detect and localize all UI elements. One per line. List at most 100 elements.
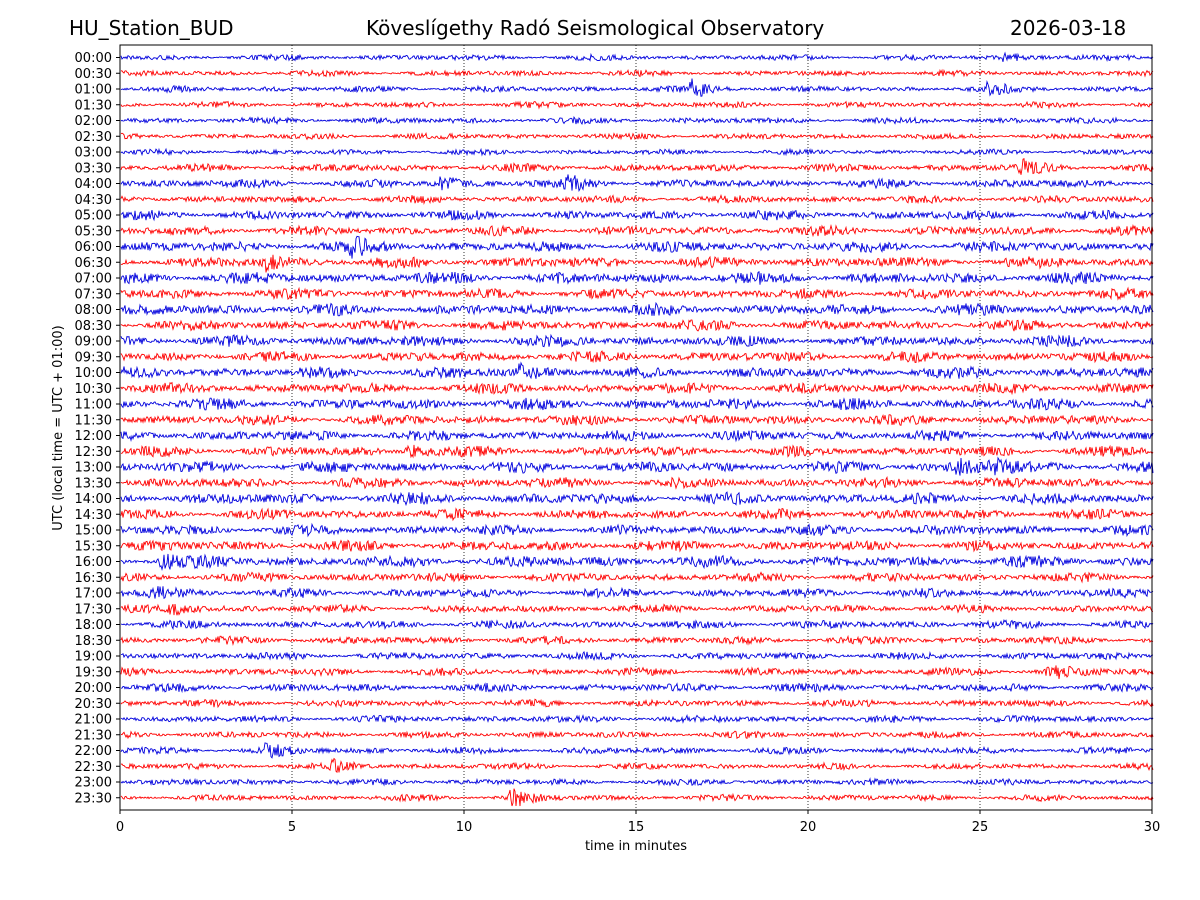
y-tick-label: 18:00 [75, 618, 112, 633]
trace-line [120, 698, 1154, 709]
trace-line [120, 68, 1154, 78]
y-tick-label: 16:00 [75, 555, 112, 570]
trace-line [120, 553, 1154, 572]
x-tick-label: 20 [800, 820, 817, 835]
trace-line [120, 333, 1154, 348]
trace-line [120, 413, 1154, 427]
y-tick-label: 19:30 [75, 665, 112, 680]
y-tick-label: 23:30 [75, 791, 112, 806]
trace-line [120, 254, 1154, 273]
y-axis-ticks: 00:0000:3001:0001:3002:0002:3003:0003:30… [75, 51, 120, 806]
trace-line [120, 650, 1154, 662]
x-tick-label: 15 [628, 820, 645, 835]
y-tick-label: 15:30 [75, 539, 112, 554]
y-tick-label: 16:30 [75, 571, 112, 586]
x-tick-label: 30 [1144, 820, 1161, 835]
y-tick-label: 22:30 [75, 760, 112, 775]
y-tick-label: 08:30 [75, 319, 112, 334]
trace-line [120, 381, 1154, 396]
trace-line [120, 476, 1154, 490]
y-tick-label: 04:00 [75, 177, 112, 192]
y-tick-label: 07:00 [75, 272, 112, 287]
trace-line [120, 100, 1154, 110]
trace-line [120, 491, 1154, 507]
chart-title: Köveslígethy Radó Seismological Observat… [366, 16, 825, 40]
seismogram-traces [120, 51, 1154, 807]
trace-line [120, 507, 1154, 522]
trace-line [120, 456, 1154, 476]
y-tick-label: 10:00 [75, 366, 112, 381]
y-tick-label: 14:30 [75, 508, 112, 523]
y-tick-label: 02:30 [75, 130, 112, 145]
station-name: HU_Station_BUD [69, 16, 234, 40]
y-tick-label: 17:00 [75, 587, 112, 602]
y-tick-label: 14:00 [75, 492, 112, 507]
trace-line [120, 350, 1154, 364]
trace-line [120, 539, 1154, 553]
y-tick-label: 12:00 [75, 429, 112, 444]
trace-line [120, 571, 1154, 584]
trace-line [120, 51, 1154, 62]
y-tick-label: 20:00 [75, 681, 112, 696]
y-tick-label: 11:30 [75, 413, 112, 428]
y-tick-label: 05:00 [75, 209, 112, 224]
y-tick-label: 23:00 [75, 776, 112, 791]
trace-line [120, 603, 1154, 616]
x-tick-label: 10 [456, 820, 473, 835]
y-tick-label: 09:00 [75, 335, 112, 350]
trace-line [120, 286, 1154, 301]
trace-line [120, 757, 1154, 774]
y-tick-label: 02:00 [75, 114, 112, 129]
trace-line [120, 665, 1154, 679]
trace-line [120, 78, 1154, 97]
trace-line [120, 522, 1154, 538]
trace-line [120, 714, 1154, 724]
trace-line [120, 158, 1154, 175]
trace-line [120, 131, 1154, 141]
x-tick-label: 25 [972, 820, 989, 835]
trace-line [120, 223, 1154, 238]
y-tick-label: 11:00 [75, 398, 112, 413]
trace-line [120, 586, 1154, 600]
y-tick-label: 06:00 [75, 240, 112, 255]
trace-line [120, 318, 1154, 332]
y-tick-label: 06:30 [75, 256, 112, 271]
x-axis-label: time in minutes [585, 839, 687, 854]
y-tick-label: 20:30 [75, 697, 112, 712]
y-tick-label: 01:30 [75, 98, 112, 113]
x-axis-ticks: 0 5 10 15 20 25 30 [116, 810, 1160, 835]
y-tick-label: 04:30 [75, 193, 112, 208]
trace-line [120, 270, 1154, 285]
trace-line [120, 235, 1154, 259]
trace-line [120, 429, 1154, 443]
trace-line [120, 682, 1154, 694]
x-tick-label: 5 [288, 820, 296, 835]
chart-date: 2026-03-18 [1010, 16, 1127, 40]
trace-line [120, 174, 1154, 192]
trace-line [120, 361, 1154, 380]
trace-line [120, 209, 1154, 222]
y-tick-label: 03:30 [75, 161, 112, 176]
y-tick-label: 09:30 [75, 350, 112, 365]
y-tick-label: 15:00 [75, 524, 112, 539]
trace-line [120, 147, 1154, 157]
trace-line [120, 397, 1154, 411]
trace-line [120, 444, 1154, 459]
y-tick-label: 00:00 [75, 51, 112, 66]
y-tick-label: 18:30 [75, 634, 112, 649]
trace-line [120, 116, 1154, 126]
trace-line [120, 619, 1154, 631]
trace-line [120, 634, 1154, 646]
x-tick-label: 0 [116, 820, 124, 835]
y-tick-label: 07:30 [75, 287, 112, 302]
y-tick-label: 10:30 [75, 382, 112, 397]
y-tick-label: 19:00 [75, 650, 112, 665]
y-tick-label: 21:30 [75, 728, 112, 743]
trace-line [120, 742, 1154, 759]
trace-line [120, 301, 1154, 317]
trace-line [120, 777, 1154, 787]
y-tick-label: 22:00 [75, 744, 112, 759]
y-tick-label: 01:00 [75, 83, 112, 98]
y-tick-label: 13:00 [75, 461, 112, 476]
y-tick-label: 21:00 [75, 713, 112, 728]
